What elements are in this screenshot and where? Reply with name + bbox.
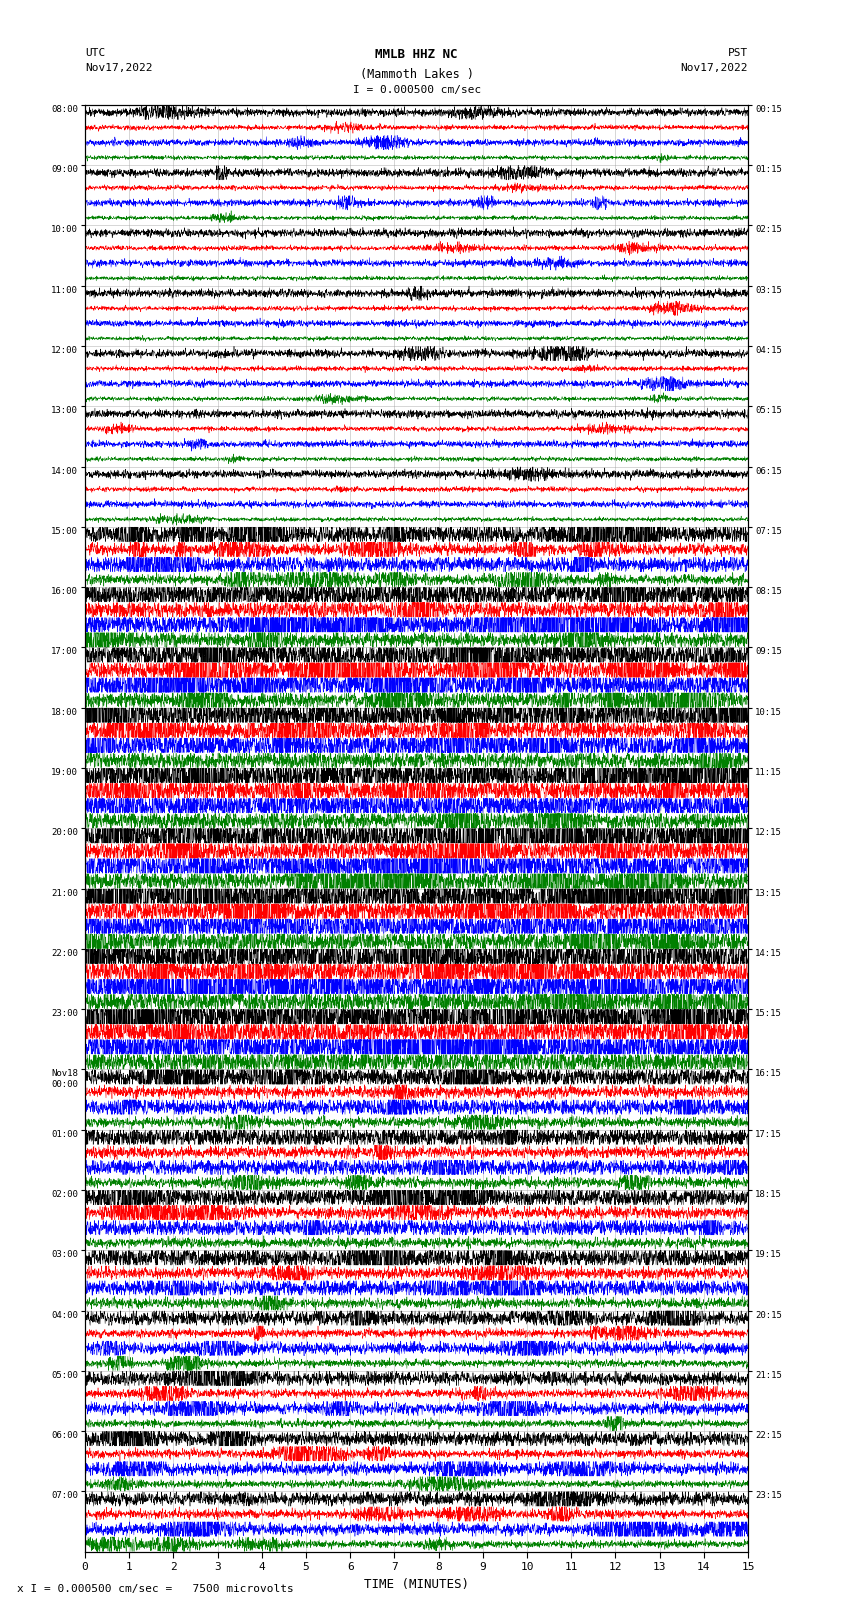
Text: PST: PST xyxy=(728,48,748,58)
Text: x I = 0.000500 cm/sec =   7500 microvolts: x I = 0.000500 cm/sec = 7500 microvolts xyxy=(17,1584,294,1594)
Text: UTC: UTC xyxy=(85,48,105,58)
Text: Nov17,2022: Nov17,2022 xyxy=(681,63,748,73)
Text: I = 0.000500 cm/sec: I = 0.000500 cm/sec xyxy=(353,85,481,95)
X-axis label: TIME (MINUTES): TIME (MINUTES) xyxy=(364,1578,469,1590)
Text: (Mammoth Lakes ): (Mammoth Lakes ) xyxy=(360,68,473,81)
Text: Nov17,2022: Nov17,2022 xyxy=(85,63,152,73)
Text: MMLB HHZ NC: MMLB HHZ NC xyxy=(375,48,458,61)
